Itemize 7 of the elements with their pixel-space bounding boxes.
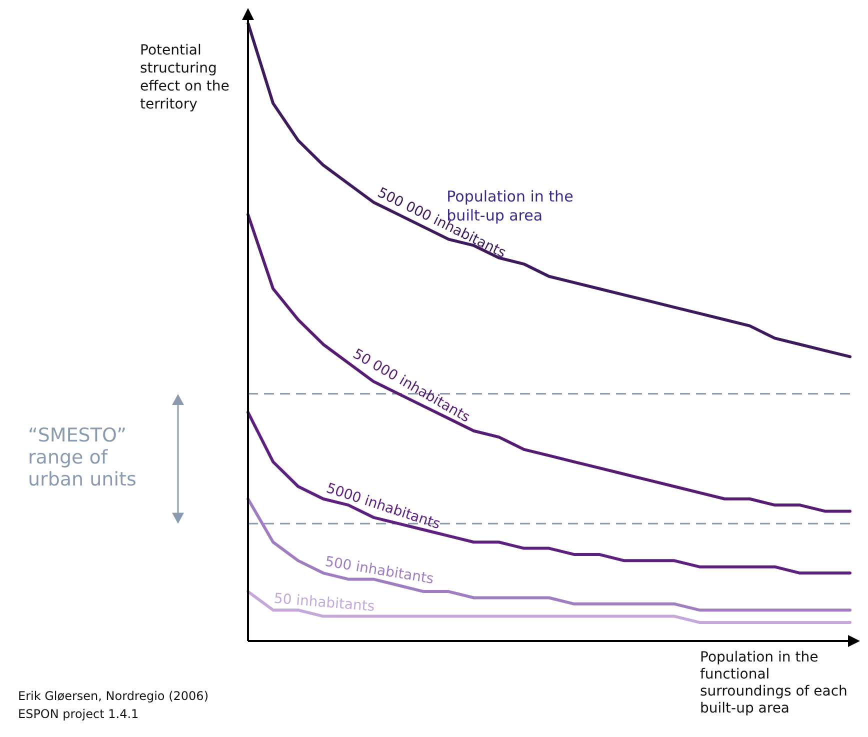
text: Erik Gløersen, Nordregio (2006)	[18, 689, 208, 704]
series-label: 50 inhabitants	[273, 590, 376, 616]
text: ESPON project 1.4.1	[18, 707, 139, 722]
text: 500 inhabitants	[324, 554, 435, 588]
x-axis-title: Population in the functional surroundings of each built-up area	[700, 650, 848, 717]
y-axis-title: Potential structuring effect on the territory	[140, 42, 230, 113]
text: “SMESTO” range of urban units	[28, 424, 136, 491]
